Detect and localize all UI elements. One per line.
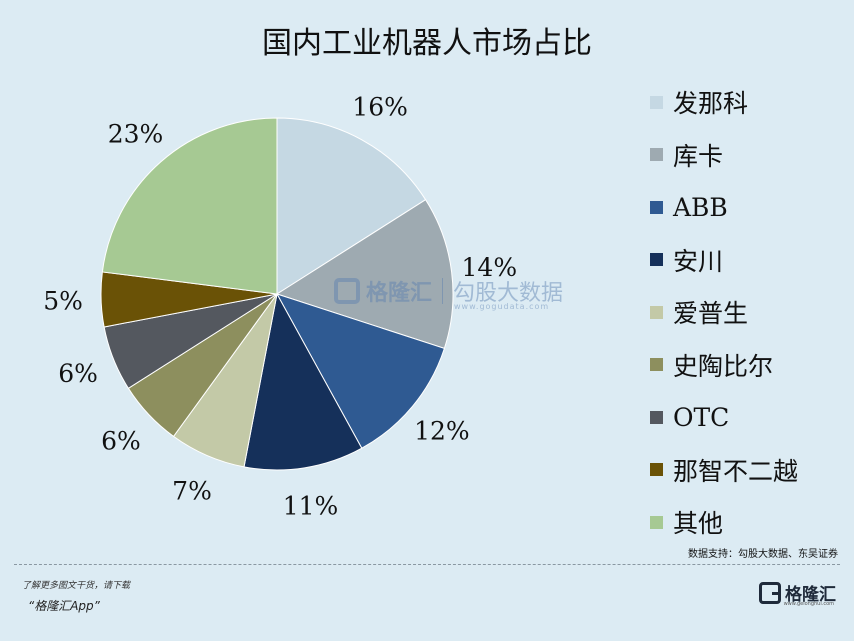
legend-swatch	[650, 515, 663, 529]
legend-label: 库卡	[673, 141, 724, 171]
legend-item: 史陶比尔	[650, 349, 773, 381]
legend-item: 库卡	[650, 139, 723, 171]
pie-slice	[275, 199, 454, 350]
chart-title: 国内工业机器人市场占比	[262, 26, 592, 61]
footer-line-2: “格隆汇App”	[28, 599, 100, 613]
legend-label: 史陶比尔	[673, 351, 774, 381]
legend-swatch	[650, 410, 663, 424]
legend-swatch	[650, 95, 663, 109]
data-label: 6%	[101, 426, 141, 455]
watermark: 格隆汇 勾股大数据 www.gogudata.com	[334, 275, 564, 311]
legend-swatch	[650, 358, 663, 371]
pie-slice	[275, 293, 446, 449]
data-label: 16%	[352, 92, 408, 121]
brand-url: www.gelonghui.com	[783, 601, 834, 607]
legend-label: 那智不二越	[673, 456, 799, 486]
legend-item: OTC	[650, 401, 729, 433]
pie-slice	[243, 292, 363, 471]
watermark-url: www.gogudata.com	[454, 302, 550, 311]
source-note: 数据支持：勾股大数据、东吴证券	[688, 549, 838, 560]
legend-label: 安川	[673, 246, 724, 276]
legend-item: 爱普生	[650, 296, 748, 328]
data-label: 12%	[414, 416, 470, 445]
legend-label: 其他	[673, 509, 724, 538]
watermark-name: 格隆汇	[366, 281, 433, 306]
watermark-separator	[442, 278, 444, 304]
data-label: 14%	[462, 253, 518, 282]
data-label: 23%	[108, 119, 164, 148]
legend-label: 爱普生	[673, 299, 749, 328]
legend-label: ABB	[673, 192, 728, 222]
pie-slice	[276, 117, 427, 295]
legend-swatch	[650, 253, 663, 266]
legend-item: 那智不二越	[650, 454, 798, 486]
brand-logo: 格隆汇 www.gelonghui.com	[759, 580, 836, 607]
footer-line-1: 了解更多图文干货，请下载	[22, 581, 131, 591]
legend-item: 发那科	[650, 86, 748, 118]
watermark-name-2: 勾股大数据	[453, 281, 564, 306]
legend-item: 其他	[650, 506, 723, 538]
legend-label: 发那科	[673, 89, 749, 118]
divider	[14, 564, 840, 565]
legend-swatch	[650, 200, 663, 214]
legend-item: 安川	[650, 244, 723, 276]
pie-slice	[101, 117, 278, 295]
data-label: 5%	[43, 287, 83, 316]
legend-label: OTC	[673, 402, 730, 432]
data-label: 7%	[172, 476, 212, 505]
legend-swatch	[650, 463, 663, 476]
data-label: 11%	[283, 491, 339, 520]
legend-swatch	[650, 148, 663, 161]
watermark-logo-icon	[334, 278, 360, 304]
brand-name: 格隆汇	[785, 585, 836, 605]
data-label: 6%	[58, 359, 98, 388]
brand-logo-icon	[759, 581, 781, 604]
legend-swatch	[650, 305, 663, 319]
legend-item: ABB	[650, 191, 728, 223]
